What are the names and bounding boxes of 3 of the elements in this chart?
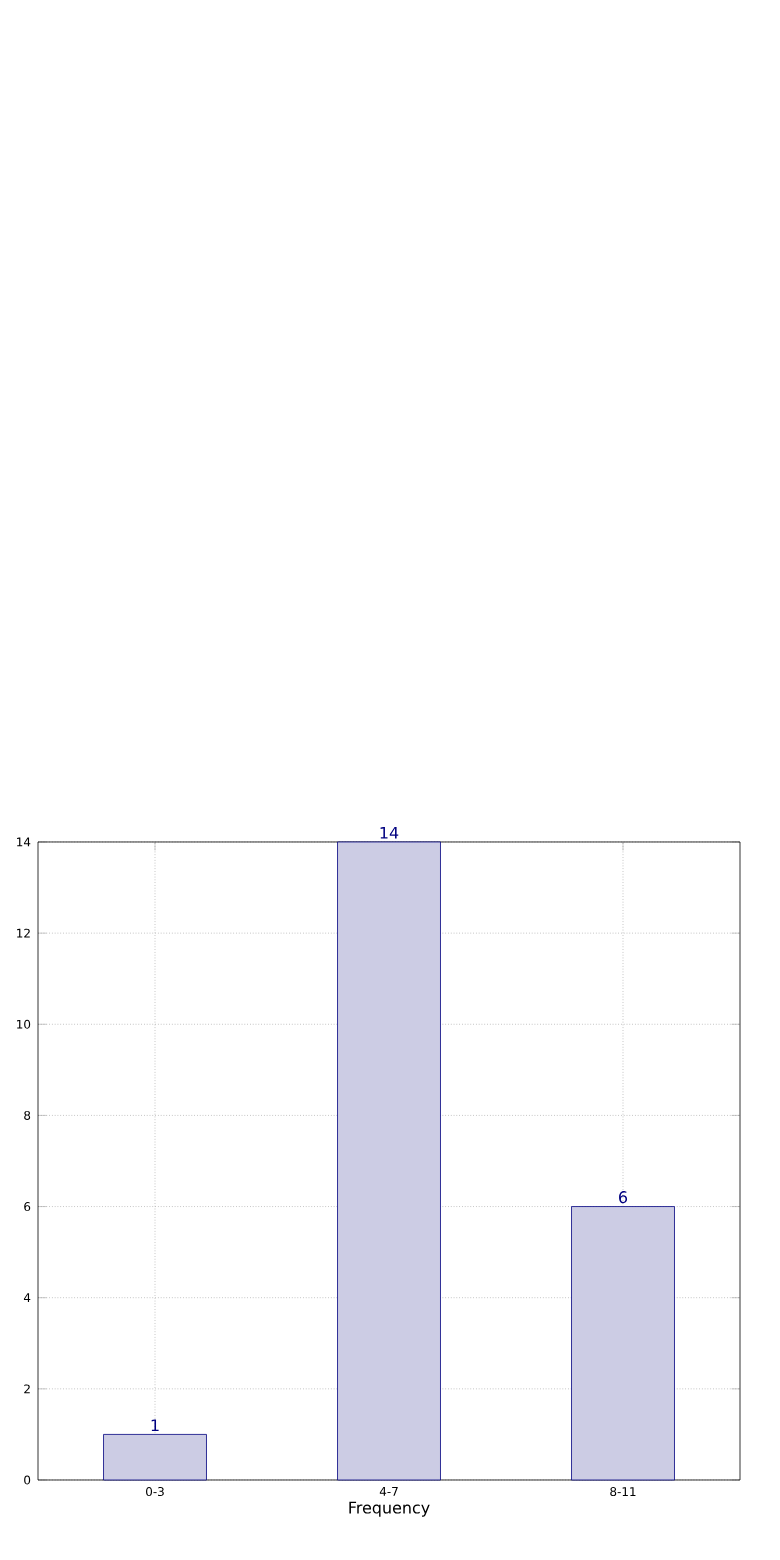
bar [103, 1434, 207, 1481]
bar [337, 841, 441, 1481]
bar [571, 1206, 675, 1481]
